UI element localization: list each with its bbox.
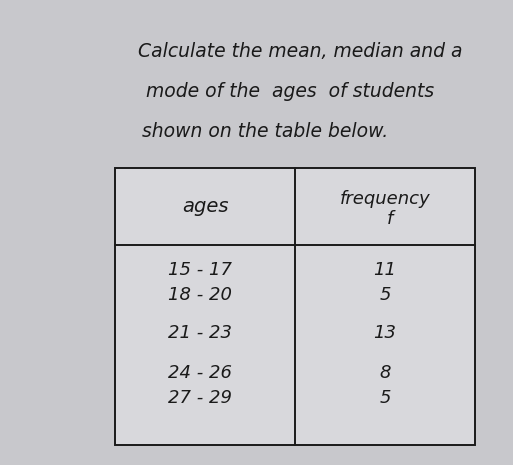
Text: 5: 5: [379, 286, 391, 304]
Text: 5: 5: [379, 389, 391, 407]
Text: shown on the table below.: shown on the table below.: [142, 122, 388, 141]
Text: mode of the  ages  of students: mode of the ages of students: [146, 82, 434, 101]
Text: ages: ages: [182, 197, 228, 216]
Text: 24 - 26: 24 - 26: [168, 364, 232, 382]
Text: frequency: frequency: [340, 190, 430, 207]
Text: 11: 11: [373, 261, 397, 279]
Text: 15 - 17: 15 - 17: [168, 261, 232, 279]
Text: 8: 8: [379, 364, 391, 382]
Text: 21 - 23: 21 - 23: [168, 324, 232, 342]
Text: 18 - 20: 18 - 20: [168, 286, 232, 304]
Text: f: f: [387, 210, 393, 227]
Bar: [115, 168, 475, 445]
Text: 13: 13: [373, 324, 397, 342]
Text: Calculate the mean, median and a: Calculate the mean, median and a: [138, 42, 462, 61]
Text: 27 - 29: 27 - 29: [168, 389, 232, 407]
